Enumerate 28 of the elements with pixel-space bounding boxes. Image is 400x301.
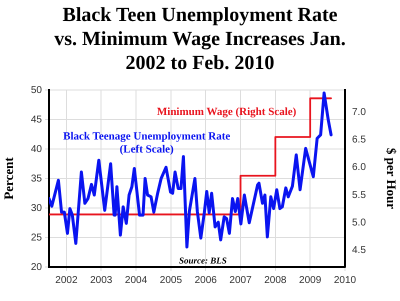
- y-axis-title: Percent: [1, 156, 16, 200]
- y2-tick-label: 5.5: [352, 190, 366, 201]
- y2-tick-label: 6.0: [352, 162, 366, 174]
- x-tick-label: 2006: [194, 274, 218, 286]
- y2-tick-label: 5.0: [352, 218, 366, 228]
- y-tick-label: 30: [30, 202, 42, 214]
- y-tick-label: 35: [30, 173, 42, 184]
- y-tick-label: 40: [30, 144, 42, 155]
- series-label: Minimum Wage (Right Scale): [156, 106, 297, 118]
- x-tick-label: 2002: [55, 274, 78, 286]
- x-tick-label: 2004: [124, 274, 148, 286]
- x-tick-label: 2007: [229, 274, 252, 286]
- chart-title: Black Teen Unemployment Rate vs. Minimum Wage Increases Jan. 2002 to Feb. 2010: [53, 3, 347, 75]
- x-tick-label: 2003: [90, 274, 113, 286]
- text: Black Teenage Unemployment Rate (Left Scale): [63, 130, 230, 156]
- x-tick-label: 2009: [299, 274, 322, 286]
- y2-tick-label: 7.0: [352, 106, 366, 118]
- y-tick-label: 25: [30, 232, 42, 244]
- x-tick-label: 2005: [160, 274, 182, 286]
- annotation: Source: BLS: [179, 255, 227, 266]
- y2-tick-label: 4.5: [352, 245, 366, 256]
- y2-axis-title: $ per Hour: [384, 148, 399, 210]
- x-tick-label: 2008: [264, 274, 287, 286]
- y-tick-label: 20: [30, 262, 42, 273]
- y-tick-label: 50: [30, 84, 42, 96]
- x-tick-label: 2010: [334, 274, 357, 286]
- y-tick-label: 45: [30, 114, 42, 126]
- y2-tick-label: 6.5: [352, 134, 366, 146]
